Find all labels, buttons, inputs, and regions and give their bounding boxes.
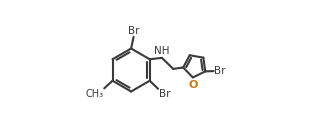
Text: CH₃: CH₃ (86, 89, 104, 100)
Text: Br: Br (158, 89, 170, 100)
Text: Br: Br (214, 66, 226, 76)
Text: NH: NH (155, 46, 170, 56)
Text: O: O (188, 80, 198, 90)
Text: Br: Br (128, 26, 139, 36)
